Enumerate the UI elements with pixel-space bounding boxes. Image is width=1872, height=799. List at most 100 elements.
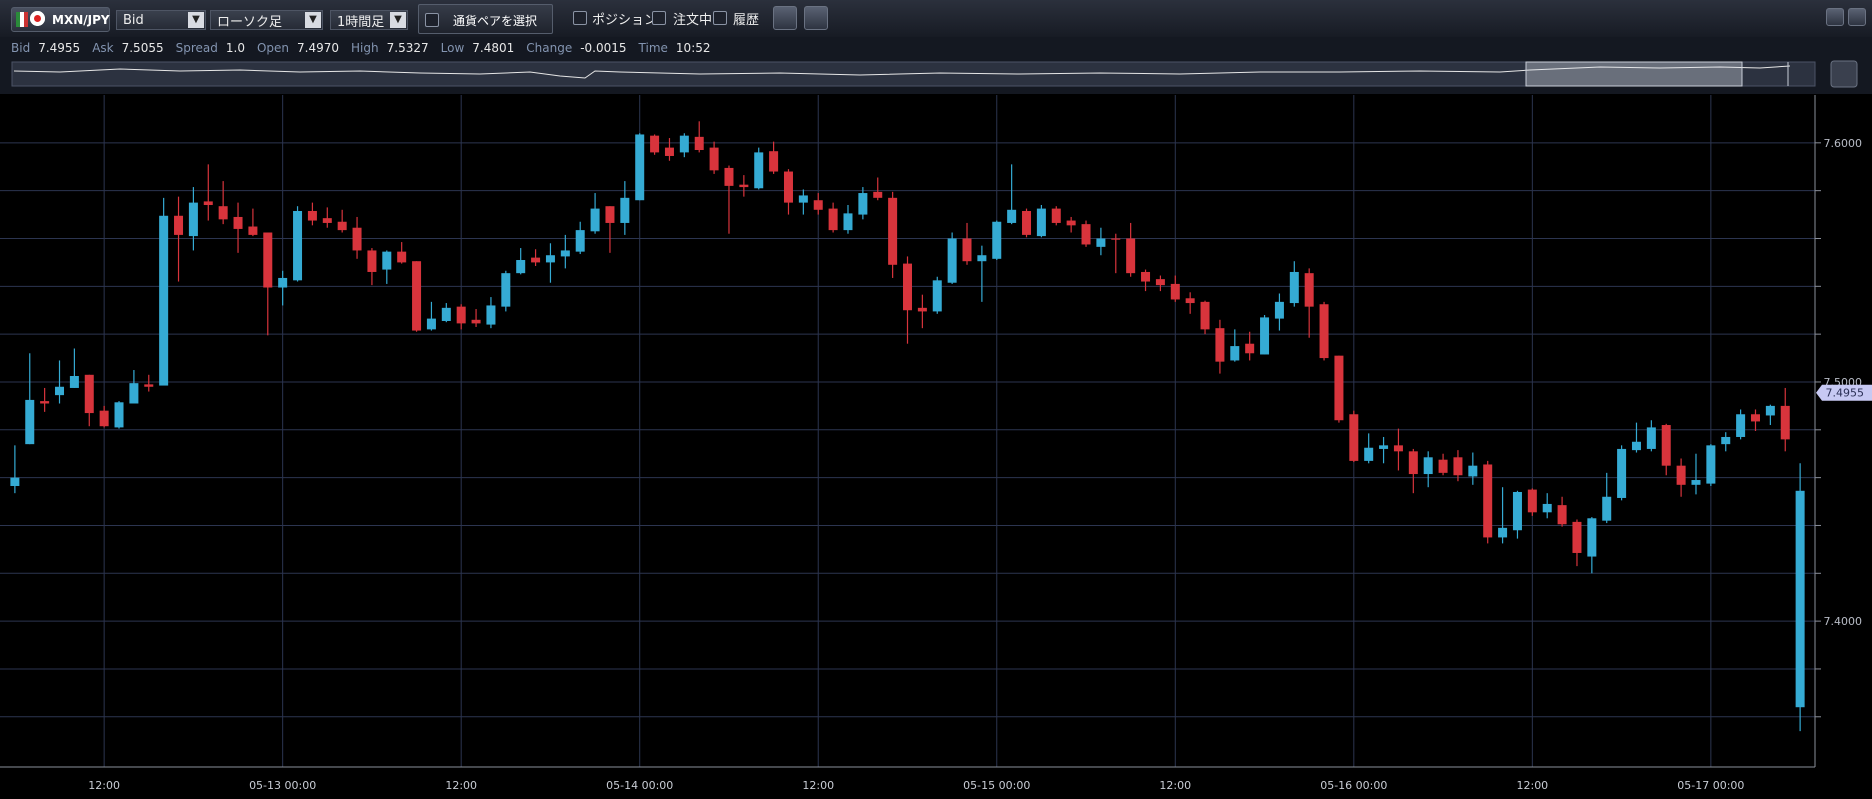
- candle-body: [813, 200, 823, 210]
- jp-flag: [30, 11, 45, 26]
- candle-body: [144, 384, 154, 387]
- candle-body: [1349, 414, 1359, 461]
- timeframe-select[interactable]: 1時間足 ▼: [330, 10, 408, 30]
- candle-body: [1185, 298, 1195, 304]
- navigator-toggle[interactable]: [1830, 60, 1858, 88]
- candle-body: [1081, 224, 1091, 245]
- settings-button[interactable]: [1826, 8, 1844, 26]
- x-tick-label: 12:00: [445, 779, 477, 792]
- x-tick-label: 12:00: [1159, 779, 1191, 792]
- candle-body: [1245, 343, 1255, 354]
- candle-body: [1498, 527, 1508, 538]
- candle-body: [962, 238, 972, 262]
- chart-type: ローソク足: [217, 14, 283, 30]
- candle-body: [679, 135, 689, 153]
- current-price-marker: [1816, 384, 1872, 401]
- quote-value: 7.5055: [121, 40, 164, 55]
- candle-body: [932, 280, 942, 312]
- checkbox-label[interactable]: ポジション: [592, 13, 658, 28]
- candle-body: [1483, 464, 1493, 538]
- quote-value: 7.5327: [386, 40, 429, 55]
- candle-body: [1706, 445, 1716, 484]
- candle-body: [709, 147, 719, 171]
- select-pair-label: 通貨ペアを選択: [453, 14, 538, 28]
- candle-body: [605, 206, 615, 223]
- quote-label: Open: [256, 40, 290, 55]
- candle-body: [1379, 445, 1389, 449]
- candle-body: [903, 263, 912, 311]
- x-tick-label: 12:00: [1516, 779, 1548, 792]
- x-tick-label: 12:00: [802, 779, 834, 792]
- candle-body: [322, 218, 332, 223]
- candle-body: [99, 410, 109, 427]
- candle-body: [1661, 425, 1671, 466]
- candle-body: [1423, 457, 1433, 475]
- candle-body: [1438, 459, 1448, 473]
- candle-body: [575, 230, 585, 252]
- candle-body: [1691, 480, 1701, 485]
- candle-body: [694, 136, 704, 151]
- pair-button[interactable]: MXN/JPY: [11, 7, 110, 32]
- candle-body: [1155, 279, 1165, 286]
- candle-body: [203, 201, 213, 206]
- select-pair-button[interactable]: 通貨ペアを選択: [418, 4, 553, 34]
- candle-body: [412, 261, 422, 331]
- candle-body: [69, 375, 79, 388]
- candle-body: [798, 195, 808, 203]
- chart-type-select[interactable]: ローソク足 ▼: [210, 10, 323, 30]
- candle-body: [188, 202, 198, 237]
- candle-body: [55, 386, 65, 396]
- candle-body: [739, 184, 749, 188]
- candle-body: [307, 210, 317, 221]
- price-type: Bid: [123, 12, 144, 28]
- candle-body: [664, 147, 674, 156]
- candle-body: [1736, 414, 1746, 437]
- checkbox[interactable]: [713, 11, 727, 25]
- icon-button[interactable]: [773, 6, 797, 30]
- checkbox-label[interactable]: 履歴: [733, 13, 760, 28]
- candle-body: [1750, 414, 1760, 422]
- x-tick-label: 05-15 00:00: [963, 779, 1030, 792]
- quote-label: Bid: [11, 40, 31, 55]
- pair-label: MXN/JPY: [52, 12, 110, 27]
- price-type-select[interactable]: Bid ▼: [116, 10, 206, 30]
- candle-body: [560, 250, 570, 257]
- candle-body: [293, 210, 303, 281]
- candle-body: [1468, 465, 1478, 477]
- y-tick-label: 7.6000: [1824, 137, 1863, 150]
- candle-body: [635, 134, 645, 201]
- checkbox-label[interactable]: 注文中: [673, 13, 713, 28]
- candle-body: [1111, 238, 1121, 240]
- candle-body: [1557, 505, 1567, 525]
- candle-body: [486, 305, 496, 325]
- candle-body: [1542, 503, 1552, 513]
- candle-body: [1170, 283, 1180, 300]
- icon-button[interactable]: [804, 6, 828, 30]
- candle-body: [114, 402, 124, 428]
- checkbox[interactable]: [652, 11, 666, 25]
- candle-body: [248, 226, 258, 235]
- candle-body: [352, 227, 362, 251]
- candle-body: [174, 215, 184, 235]
- x-tick-label: 05-17 00:00: [1677, 779, 1744, 792]
- candle-body: [501, 273, 511, 307]
- popout-button[interactable]: [1848, 8, 1866, 26]
- candle-body: [843, 213, 853, 231]
- checkbox[interactable]: [573, 11, 587, 25]
- toolbar: MXN/JPY Bid ▼ ローソク足 ▼ 1時間足 ▼ 通貨ペアを選択 ポジション …: [0, 0, 1872, 38]
- candle-body: [40, 401, 50, 404]
- candle-body: [1289, 271, 1299, 304]
- candle-body: [1602, 496, 1612, 521]
- candle-body: [977, 255, 987, 262]
- quote-label: High: [351, 40, 379, 55]
- navigator-svg: [11, 60, 1858, 88]
- navigator: [0, 58, 1872, 94]
- quote-bar: Bid 7.4955 Ask 7.5055 Spread 1.0 Open 7.4970 Hig…: [0, 37, 1872, 58]
- candle-body: [769, 151, 779, 172]
- candle-body: [1022, 210, 1032, 235]
- navigator-window[interactable]: [1525, 61, 1743, 87]
- quote-label: Spread: [175, 40, 218, 55]
- candle-body: [1141, 271, 1151, 282]
- candle-body: [1408, 451, 1418, 475]
